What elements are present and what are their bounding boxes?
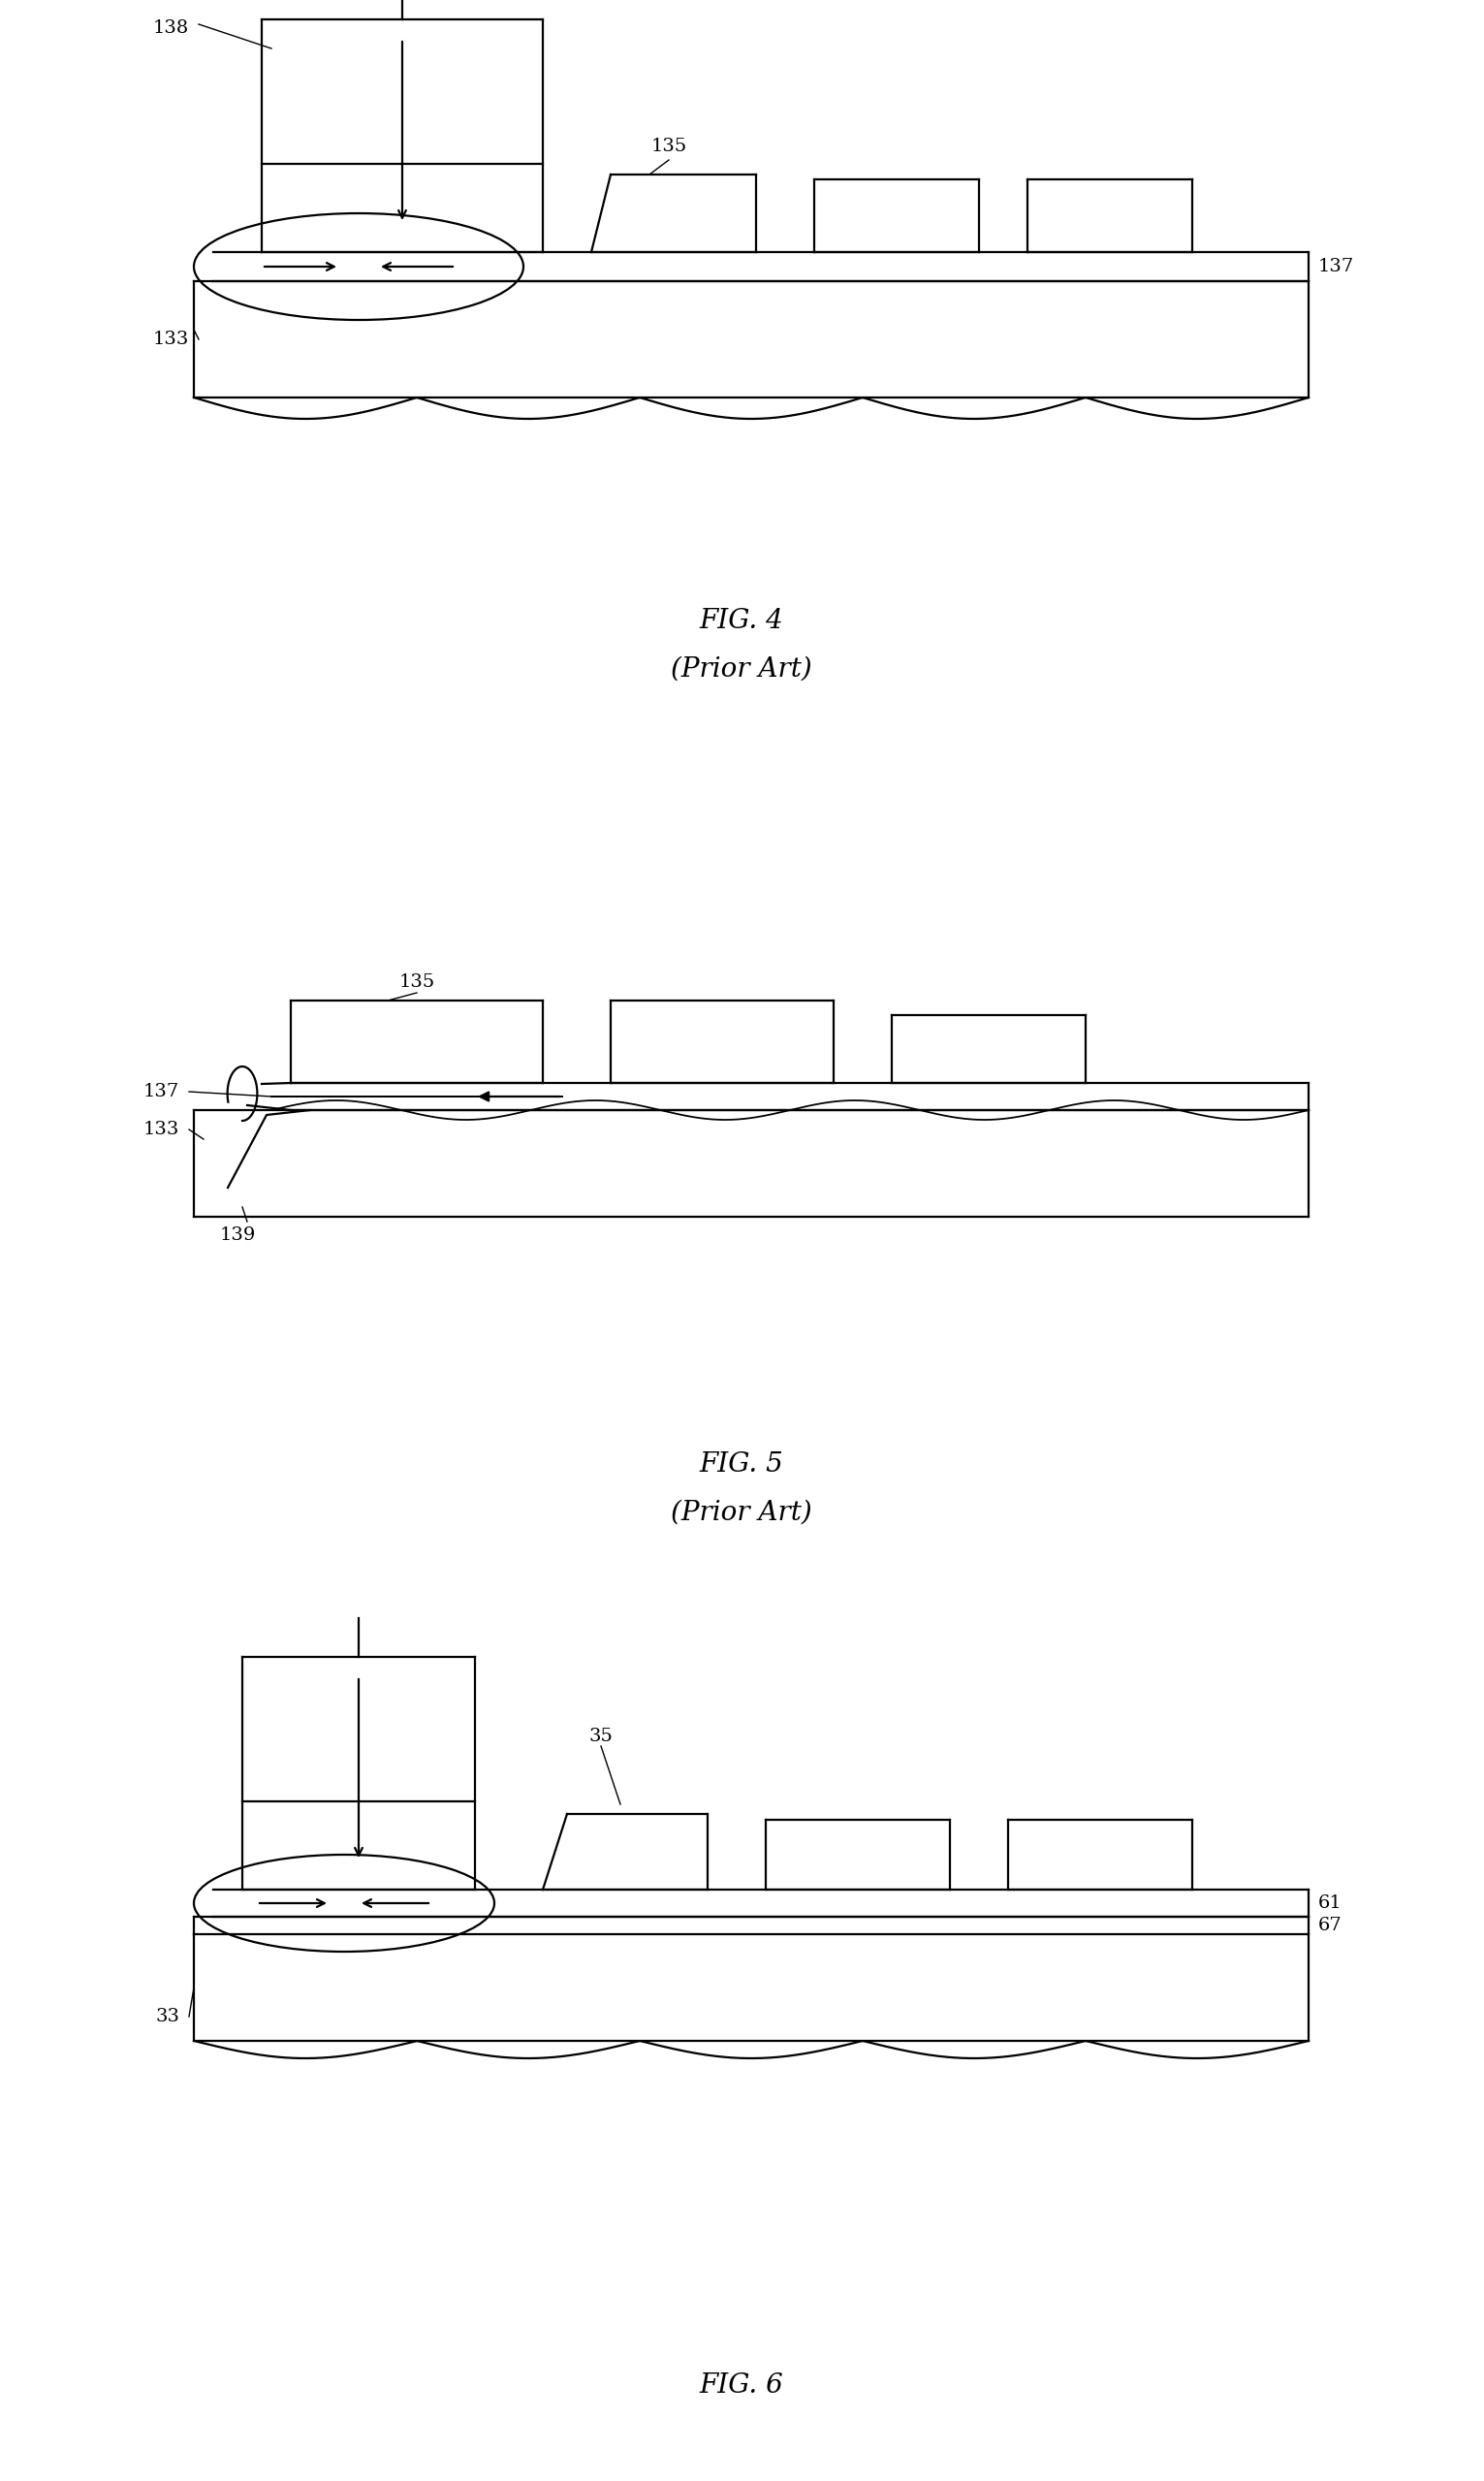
Text: 137: 137 bbox=[1318, 258, 1355, 275]
Text: 135: 135 bbox=[651, 136, 687, 156]
Text: FIG. 5: FIG. 5 bbox=[699, 1451, 784, 1476]
Text: 137: 137 bbox=[144, 1082, 180, 1102]
Text: 135: 135 bbox=[399, 973, 435, 990]
Text: 67: 67 bbox=[1318, 1918, 1342, 1935]
Text: FIG. 6: FIG. 6 bbox=[699, 2372, 784, 2399]
Text: (Prior Art): (Prior Art) bbox=[671, 1499, 812, 1526]
Text: 33: 33 bbox=[156, 2007, 180, 2024]
Text: 133: 133 bbox=[142, 1121, 180, 1139]
Text: 139: 139 bbox=[220, 1226, 255, 1243]
Text: 35: 35 bbox=[589, 1727, 613, 1744]
Text: 133: 133 bbox=[153, 330, 188, 347]
Text: 61: 61 bbox=[1318, 1895, 1342, 1913]
Text: (Prior Art): (Prior Art) bbox=[671, 655, 812, 682]
Text: 138: 138 bbox=[153, 20, 188, 37]
Text: FIG. 4: FIG. 4 bbox=[699, 608, 784, 633]
